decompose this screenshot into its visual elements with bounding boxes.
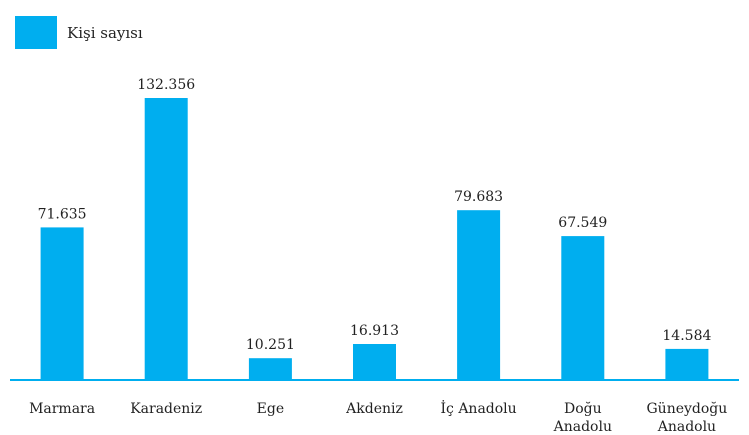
- data-label-6: 14.584: [662, 328, 711, 344]
- bar-0: [40, 227, 84, 380]
- category-label-2: Ege: [257, 401, 284, 417]
- category-label-line: Marmara: [29, 401, 95, 417]
- category-label-line: Güneydoğu: [647, 401, 728, 417]
- data-label-3: 16.913: [350, 323, 399, 339]
- data-label-0: 71.635: [38, 206, 87, 222]
- legend-swatch: [15, 16, 57, 49]
- category-label-line: Karadeniz: [130, 401, 202, 417]
- chart-legend: Kişi sayısı: [15, 16, 143, 49]
- category-label-1: Karadeniz: [130, 401, 202, 417]
- category-label-3: Akdeniz: [345, 401, 403, 417]
- category-label-6: Güneydoğu Anadolu: [647, 401, 728, 435]
- category-label-line: İç Anadolu: [441, 399, 517, 417]
- bar-2: [248, 358, 292, 380]
- data-label-1: 132.356: [137, 77, 195, 93]
- data-label-4: 79.683: [454, 189, 503, 205]
- bar-4: [457, 210, 501, 380]
- bar-3: [353, 344, 396, 380]
- legend-label: Kişi sayısı: [67, 23, 143, 42]
- category-label-line: Ege: [257, 401, 284, 417]
- category-label-5: Doğu Anadolu: [553, 401, 612, 435]
- category-label-line: Doğu: [564, 401, 602, 417]
- data-label-2: 10.251: [246, 337, 295, 353]
- category-label-0: Marmara: [29, 401, 95, 417]
- category-label-4: İç Anadolu: [441, 399, 517, 417]
- bar-5: [561, 236, 605, 380]
- bar-1: [144, 98, 188, 380]
- category-label-line: Anadolu: [553, 419, 612, 435]
- category-label-line: Anadolu: [657, 419, 716, 435]
- category-label-line: Akdeniz: [345, 401, 403, 417]
- bar-6: [665, 348, 709, 380]
- data-label-5: 67.549: [558, 215, 607, 231]
